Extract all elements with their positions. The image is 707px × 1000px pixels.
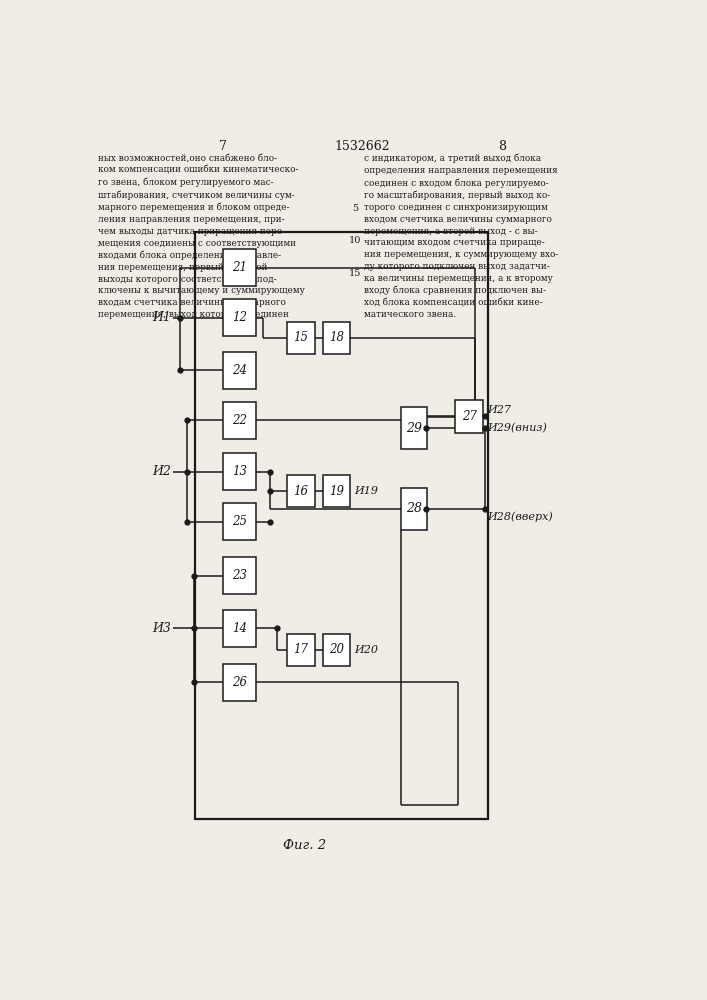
Text: 1532662: 1532662 xyxy=(334,140,390,153)
Text: с индикатором, а третий выход блока
определения направления перемещения
соединен: с индикатором, а третий выход блока опре… xyxy=(364,154,559,319)
Bar xyxy=(323,634,350,666)
Text: 19: 19 xyxy=(329,485,344,498)
Bar xyxy=(223,249,256,286)
Bar xyxy=(287,322,315,354)
Bar xyxy=(223,664,256,701)
Text: 20: 20 xyxy=(329,643,344,656)
Bar xyxy=(401,488,427,530)
Text: И3: И3 xyxy=(152,622,170,635)
Text: И1: И1 xyxy=(152,311,170,324)
Text: 15: 15 xyxy=(349,269,361,278)
Bar xyxy=(287,634,315,666)
Bar xyxy=(323,322,350,354)
Bar xyxy=(223,402,256,439)
Bar xyxy=(323,475,350,507)
Text: 29: 29 xyxy=(406,422,422,434)
Text: 28: 28 xyxy=(406,502,422,515)
Bar xyxy=(223,299,256,336)
Bar xyxy=(223,610,256,647)
Text: 7: 7 xyxy=(218,140,226,153)
Text: 22: 22 xyxy=(232,414,247,427)
Text: ных возможностей,оно снабжено бло-
ком компенсации ошибки кинематическо-
го звен: ных возможностей,оно снабжено бло- ком к… xyxy=(98,154,305,319)
Text: 13: 13 xyxy=(232,465,247,478)
Text: 14: 14 xyxy=(232,622,247,635)
Bar xyxy=(455,400,483,433)
Text: И28(вверх): И28(вверх) xyxy=(487,511,553,522)
Bar xyxy=(287,475,315,507)
Text: 15: 15 xyxy=(293,331,308,344)
Text: 24: 24 xyxy=(232,364,247,377)
Text: И27: И27 xyxy=(487,405,511,415)
Bar xyxy=(223,503,256,540)
Text: 21: 21 xyxy=(232,261,247,274)
Text: 23: 23 xyxy=(232,569,247,582)
Bar xyxy=(223,352,256,389)
Text: Фиг. 2: Фиг. 2 xyxy=(284,839,327,852)
Text: И19: И19 xyxy=(355,486,379,496)
Text: 17: 17 xyxy=(293,643,308,656)
Text: 18: 18 xyxy=(329,331,344,344)
Bar xyxy=(223,557,256,594)
Text: 27: 27 xyxy=(462,410,477,423)
Text: 16: 16 xyxy=(293,485,308,498)
Text: 25: 25 xyxy=(232,515,247,528)
Bar xyxy=(401,407,427,449)
Text: И29(вниз): И29(вниз) xyxy=(487,423,547,433)
Text: 12: 12 xyxy=(232,311,247,324)
Text: 8: 8 xyxy=(498,140,506,153)
Text: 5: 5 xyxy=(352,204,358,213)
Text: 10: 10 xyxy=(349,236,361,245)
Bar xyxy=(195,232,489,819)
Bar xyxy=(223,453,256,490)
Text: И2: И2 xyxy=(152,465,170,478)
Text: 26: 26 xyxy=(232,676,247,689)
Text: И20: И20 xyxy=(355,645,379,655)
